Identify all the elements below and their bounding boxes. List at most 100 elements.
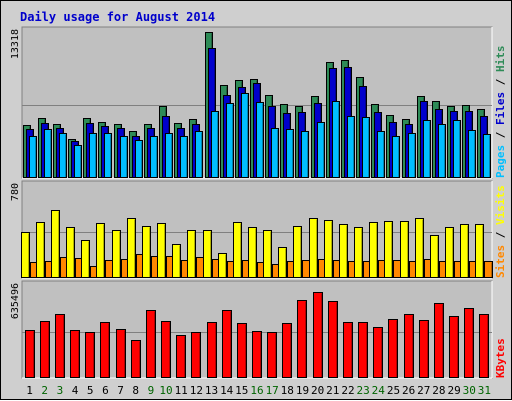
bar-visits-21	[324, 220, 333, 278]
bar-kbytes-6	[100, 322, 110, 378]
bar-kbytes-11	[176, 335, 186, 378]
bar-kbytes-24	[373, 327, 383, 378]
bar-visits-16	[248, 227, 257, 278]
bar-kbytes-30	[464, 308, 474, 378]
x-tick-label: 5	[87, 384, 94, 397]
x-tick-label: 12	[190, 384, 203, 397]
bar-kbytes-18	[282, 323, 292, 378]
legend-part: Files	[494, 92, 507, 125]
y-max-tick-label: 780	[10, 183, 21, 201]
bar-pages-2	[44, 129, 52, 178]
bar-kbytes-19	[297, 300, 307, 378]
panel-kbytes: 635496 KBytes	[10, 280, 507, 379]
bar-pages-29	[453, 120, 461, 178]
legend-part: Sites	[494, 245, 507, 278]
bar-visits-15	[233, 222, 242, 278]
bar-visits-10	[157, 223, 166, 278]
x-tick-label: 9	[148, 384, 155, 397]
x-tick-label: 29	[447, 384, 460, 397]
bar-kbytes-21	[328, 301, 338, 378]
bar-pages-3	[59, 133, 67, 178]
x-tick-label: 16	[250, 384, 263, 397]
x-axis-labels: 1 2 3 4 5 6 7 8 9 10 11 12 13 14 15 16 17 18 19 20 21 22 23 24 2…	[26, 384, 491, 397]
bar-visits-26	[400, 221, 409, 278]
bar-visits-22	[339, 224, 348, 278]
bar-kbytes-15	[237, 323, 247, 378]
bar-visits-13	[203, 230, 212, 278]
bar-pages-12	[195, 131, 203, 178]
bar-pages-25	[392, 136, 400, 178]
bar-pages-15	[241, 93, 249, 178]
x-tick-label: 10	[159, 384, 172, 397]
legend-part: Hits	[494, 46, 507, 73]
bar-pages-8	[135, 140, 143, 178]
bar-kbytes-9	[146, 310, 156, 378]
x-tick-label: 27	[417, 384, 430, 397]
bar-pages-9	[150, 136, 158, 178]
bar-kbytes-17	[267, 332, 277, 378]
bar-kbytes-22	[343, 322, 353, 378]
bar-pages-16	[256, 102, 264, 178]
chart-title: Daily usage for August 2014	[20, 10, 215, 24]
bar-kbytes-29	[449, 316, 459, 378]
bar-visits-12	[187, 230, 196, 278]
bar-visits-31	[475, 224, 484, 278]
bar-pages-7	[120, 136, 128, 178]
x-tick-label: 30	[463, 384, 476, 397]
bar-pages-6	[104, 133, 112, 178]
bar-kbytes-4	[70, 330, 80, 378]
bar-visits-4	[66, 227, 75, 278]
chart-panels: 13318 Pages / Files / Hits 780 Sites / Visi…	[10, 26, 507, 379]
x-tick-label: 31	[478, 384, 491, 397]
bar-kbytes-31	[479, 314, 489, 378]
bar-kbytes-2	[40, 321, 50, 378]
x-tick-label: 21	[326, 384, 339, 397]
bar-pages-27	[423, 120, 431, 178]
x-tick-label: 22	[341, 384, 354, 397]
bar-pages-23	[362, 117, 370, 178]
bar-pages-13	[211, 111, 219, 178]
x-tick-label: 17	[266, 384, 279, 397]
bar-kbytes-3	[55, 314, 65, 378]
legend-part: /	[494, 225, 507, 245]
bar-pages-24	[377, 131, 385, 178]
bar-kbytes-10	[161, 321, 171, 378]
bar-pages-1	[29, 136, 37, 178]
panel-visits-sites: 780 Sites / Visits	[10, 180, 507, 279]
legend-part: KBytes	[494, 338, 507, 378]
x-tick-label: 15	[235, 384, 248, 397]
bar-visits-27	[415, 218, 424, 278]
bar-visits-23	[354, 227, 363, 278]
legend-kbytes: KBytes	[494, 338, 507, 378]
bar-visits-14	[218, 253, 227, 278]
y-max-tick-label: 635496	[10, 283, 21, 319]
bar-pages-31	[483, 134, 491, 178]
bar-visits-28	[430, 235, 439, 278]
bar-kbytes-1	[25, 330, 35, 378]
bar-pages-26	[408, 133, 416, 178]
bar-pages-17	[271, 128, 279, 178]
bar-pages-11	[180, 136, 188, 178]
bar-visits-1	[21, 232, 30, 278]
bar-pages-21	[332, 101, 340, 178]
legend-part: /	[494, 125, 507, 145]
bar-pages-10	[165, 133, 173, 178]
legend-part: Visits	[494, 185, 507, 225]
bar-visits-17	[263, 230, 272, 278]
bar-visits-5	[81, 240, 90, 278]
bar-pages-19	[301, 131, 309, 178]
bar-sites-31	[484, 261, 493, 278]
bar-pages-22	[347, 116, 355, 178]
bar-kbytes-13	[207, 322, 217, 378]
x-tick-label: 26	[402, 384, 415, 397]
x-tick-label: 19	[296, 384, 309, 397]
x-tick-label: 20	[311, 384, 324, 397]
bar-visits-9	[142, 226, 151, 278]
x-tick-label: 7	[117, 384, 124, 397]
bar-kbytes-8	[131, 340, 141, 378]
bar-pages-4	[74, 145, 82, 178]
x-tick-label: 1	[26, 384, 33, 397]
bar-visits-29	[445, 227, 454, 278]
legend-hits-files-pages: Pages / Files / Hits	[494, 46, 507, 179]
